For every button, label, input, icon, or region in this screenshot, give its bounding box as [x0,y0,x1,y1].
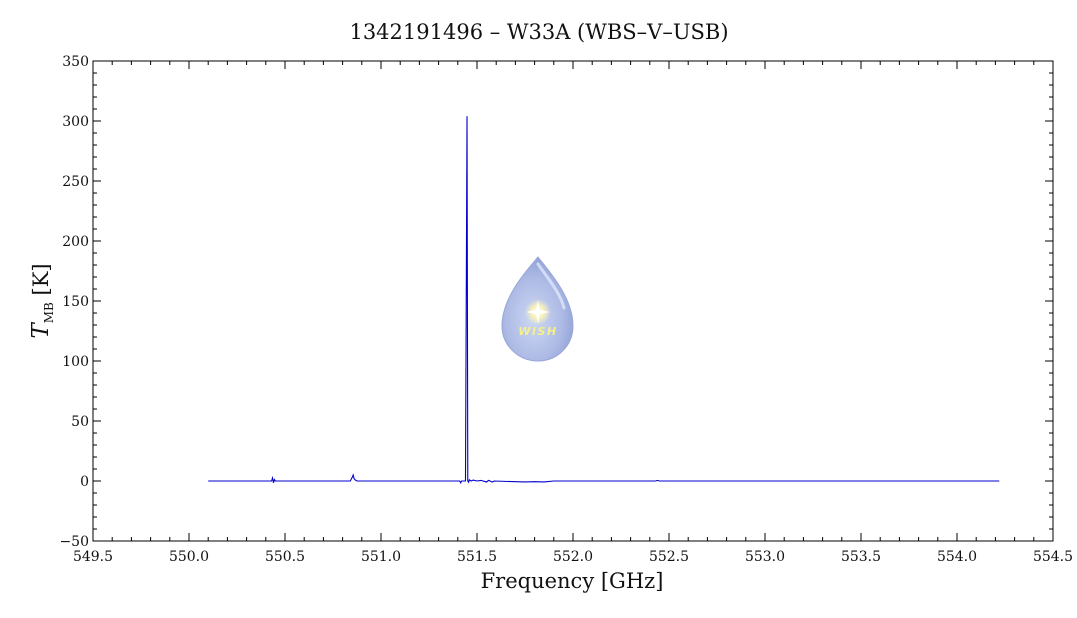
y-axis-label: TMB [K] [28,263,56,338]
y-tick-label: 0 [80,474,89,490]
y-tick-label: 100 [62,354,89,370]
y-tick-label: −50 [59,534,89,550]
x-tick-labels: 549.5 550.0 550.5 551.0 551.5 552.0 552.5 553.0… [73,549,1073,565]
x-tick-label: 550.5 [265,549,305,565]
x-tick-label: 553.5 [841,549,881,565]
y-tick-label: 200 [62,234,89,250]
plot-frame [92,60,1054,542]
x-tick-label: 553.0 [745,549,785,565]
y-tick-labels: −50 0 50 100 150 200 250 300 350 [59,54,89,550]
y-axis-label-subscript: MB [42,302,56,323]
x-tick-label: 552.5 [649,549,689,565]
y-axis-label-unit: [K] [29,263,53,302]
x-tick-label: 552.0 [553,549,593,565]
wish-watermark-logo: WISH [501,256,574,362]
axis-ticks [92,60,1054,542]
x-tick-label: 554.0 [937,549,977,565]
x-axis-label: Frequency [GHz] [481,569,664,593]
y-axis-label-symbol: T [28,322,54,339]
chart-title: 1342191496 – W33A (WBS–V–USB) [349,20,728,44]
series-line [208,116,1000,484]
watermark-text: WISH [518,325,557,338]
x-tick-label: 550.0 [169,549,209,565]
y-tick-label: 300 [62,114,89,130]
y-tick-label: 350 [62,54,89,70]
y-tick-label: 150 [62,294,89,310]
x-tick-label: 549.5 [73,549,113,565]
x-tick-label: 551.0 [361,549,401,565]
y-tick-label: 50 [71,414,89,430]
y-tick-label: 250 [62,174,89,190]
x-tick-label: 551.5 [457,549,497,565]
x-tick-label: 554.5 [1033,549,1073,565]
